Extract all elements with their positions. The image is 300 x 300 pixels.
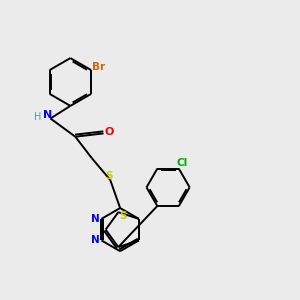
Text: N: N <box>43 110 52 120</box>
Text: O: O <box>105 127 114 137</box>
Text: Br: Br <box>92 62 105 72</box>
Text: S: S <box>119 211 127 221</box>
Text: S: S <box>105 171 112 181</box>
Text: Cl: Cl <box>176 158 188 168</box>
Text: H: H <box>34 112 41 122</box>
Text: N: N <box>91 214 100 224</box>
Text: N: N <box>91 236 100 245</box>
